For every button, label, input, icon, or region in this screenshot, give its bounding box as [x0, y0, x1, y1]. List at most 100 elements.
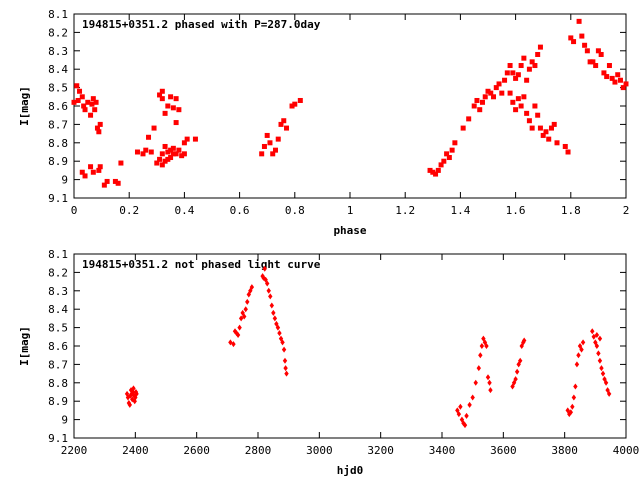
- phased-data-point: [89, 101, 95, 107]
- unphased-axis-ticks: 2200 2400 2600 2800 3000 3200 3400 3600 3800 4000…: [48, 248, 639, 457]
- unphased-panel: 194815+0351.2 not phased light curve hjd…: [18, 248, 639, 477]
- phased-data-point: [170, 151, 176, 157]
- phased-data-point: [526, 66, 532, 72]
- phased-data-point: [446, 155, 452, 161]
- unphased-data-point: [130, 396, 135, 403]
- phased-data-point: [93, 99, 99, 105]
- unphased-data-point: [511, 379, 517, 386]
- phased-y-tick-label: 8.9: [48, 155, 68, 168]
- phased-data-point: [90, 96, 96, 102]
- phased-data-point: [584, 48, 590, 54]
- phased-data-point: [427, 167, 433, 173]
- phased-data-point: [85, 99, 91, 105]
- unphased-data-point: [456, 411, 462, 418]
- phased-data-point: [554, 140, 560, 146]
- phased-y-tick-label: 8.7: [48, 118, 68, 131]
- unphased-y-tick-label: 8.9: [48, 395, 68, 408]
- phased-data-point: [74, 83, 80, 89]
- unphased-data-point: [458, 403, 463, 410]
- unphased-data-point: [573, 383, 578, 390]
- phased-data-point: [134, 149, 140, 155]
- unphased-y-tick-label: 8.8: [48, 377, 68, 390]
- unphased-data-point: [590, 328, 595, 335]
- phased-data-point: [176, 147, 182, 153]
- phased-data-point: [165, 103, 171, 109]
- phased-data-point: [507, 90, 513, 96]
- phased-data-point: [540, 132, 546, 138]
- unphased-data-point: [228, 339, 233, 346]
- phased-data-point: [441, 158, 447, 164]
- unphased-data-point: [242, 313, 247, 320]
- phased-data-point: [548, 125, 554, 131]
- phased-data-point: [595, 48, 601, 54]
- unphased-data-point: [269, 302, 274, 309]
- unphased-data-point: [275, 324, 281, 331]
- phased-data-point: [168, 94, 174, 100]
- phased-data-point: [438, 162, 444, 168]
- phased-y-tick-label: 8.5: [48, 82, 68, 95]
- phased-data-point: [433, 171, 439, 177]
- phased-data-point: [466, 116, 472, 122]
- phased-data-point: [510, 70, 516, 76]
- phased-y-tick-label: 8.8: [48, 137, 68, 150]
- phased-data-point: [140, 151, 146, 157]
- phased-data-point: [157, 92, 163, 98]
- phased-data-point: [535, 112, 541, 118]
- unphased-y-tick-label: 8.3: [48, 285, 68, 298]
- phased-data-point: [165, 149, 171, 155]
- phased-data-point: [159, 162, 165, 168]
- phased-y-tick-label: 9: [61, 174, 68, 187]
- unphased-y-tick-label: 9: [61, 414, 68, 427]
- phased-y-tick-label: 8.2: [48, 26, 68, 39]
- phased-data-point: [435, 167, 441, 173]
- phased-data-point: [82, 107, 88, 113]
- phased-data-point: [82, 173, 88, 179]
- unphased-data-point: [478, 352, 483, 359]
- unphased-data-point: [487, 379, 492, 386]
- phased-data-point: [162, 110, 168, 116]
- unphased-data-point: [467, 401, 472, 408]
- phased-data-point: [510, 99, 516, 105]
- phased-data-point: [168, 155, 174, 161]
- unphased-data-point: [268, 293, 273, 300]
- phased-data-point: [88, 164, 94, 170]
- unphased-data-point: [565, 407, 570, 414]
- phased-data-point: [184, 136, 190, 142]
- phased-data-point: [79, 94, 85, 100]
- unphased-data-point: [519, 343, 524, 349]
- unphased-data-point: [134, 390, 139, 397]
- unphased-data-point: [280, 339, 285, 346]
- phased-data-point: [96, 129, 102, 135]
- unphased-data-point: [597, 357, 603, 364]
- phased-data-point: [173, 120, 179, 126]
- phased-data-point: [546, 136, 552, 142]
- unphased-data-point: [479, 343, 485, 349]
- phased-data-point: [143, 147, 149, 153]
- phased-data-point: [598, 51, 604, 57]
- phased-data-point: [606, 63, 612, 69]
- phased-data-point: [181, 151, 187, 157]
- phased-data-point: [71, 99, 77, 105]
- unphased-data-point: [131, 385, 136, 392]
- phased-data-point: [430, 169, 436, 175]
- phased-data-point: [532, 103, 538, 109]
- unphased-y-tick-label: 8.2: [48, 266, 68, 279]
- phased-data-point: [92, 107, 98, 113]
- unphased-data-point: [567, 411, 572, 418]
- phased-x-tick-label: 1.8: [561, 204, 581, 217]
- unphased-y-tick-label: 8.7: [48, 358, 68, 371]
- unphased-y-tick-label: 8.1: [48, 248, 68, 261]
- phased-data-point: [521, 55, 527, 61]
- unphased-data-point: [473, 379, 478, 386]
- phased-data-point: [148, 149, 154, 155]
- phased-x-tick-label: 1: [347, 204, 354, 217]
- phased-data-point: [159, 88, 165, 94]
- phased-data-point: [615, 72, 621, 78]
- unphased-data-point: [238, 315, 244, 322]
- unphased-data-point: [249, 284, 255, 291]
- phased-data-point: [579, 33, 585, 39]
- unphased-data-point: [485, 374, 491, 381]
- phased-data-point: [97, 164, 103, 170]
